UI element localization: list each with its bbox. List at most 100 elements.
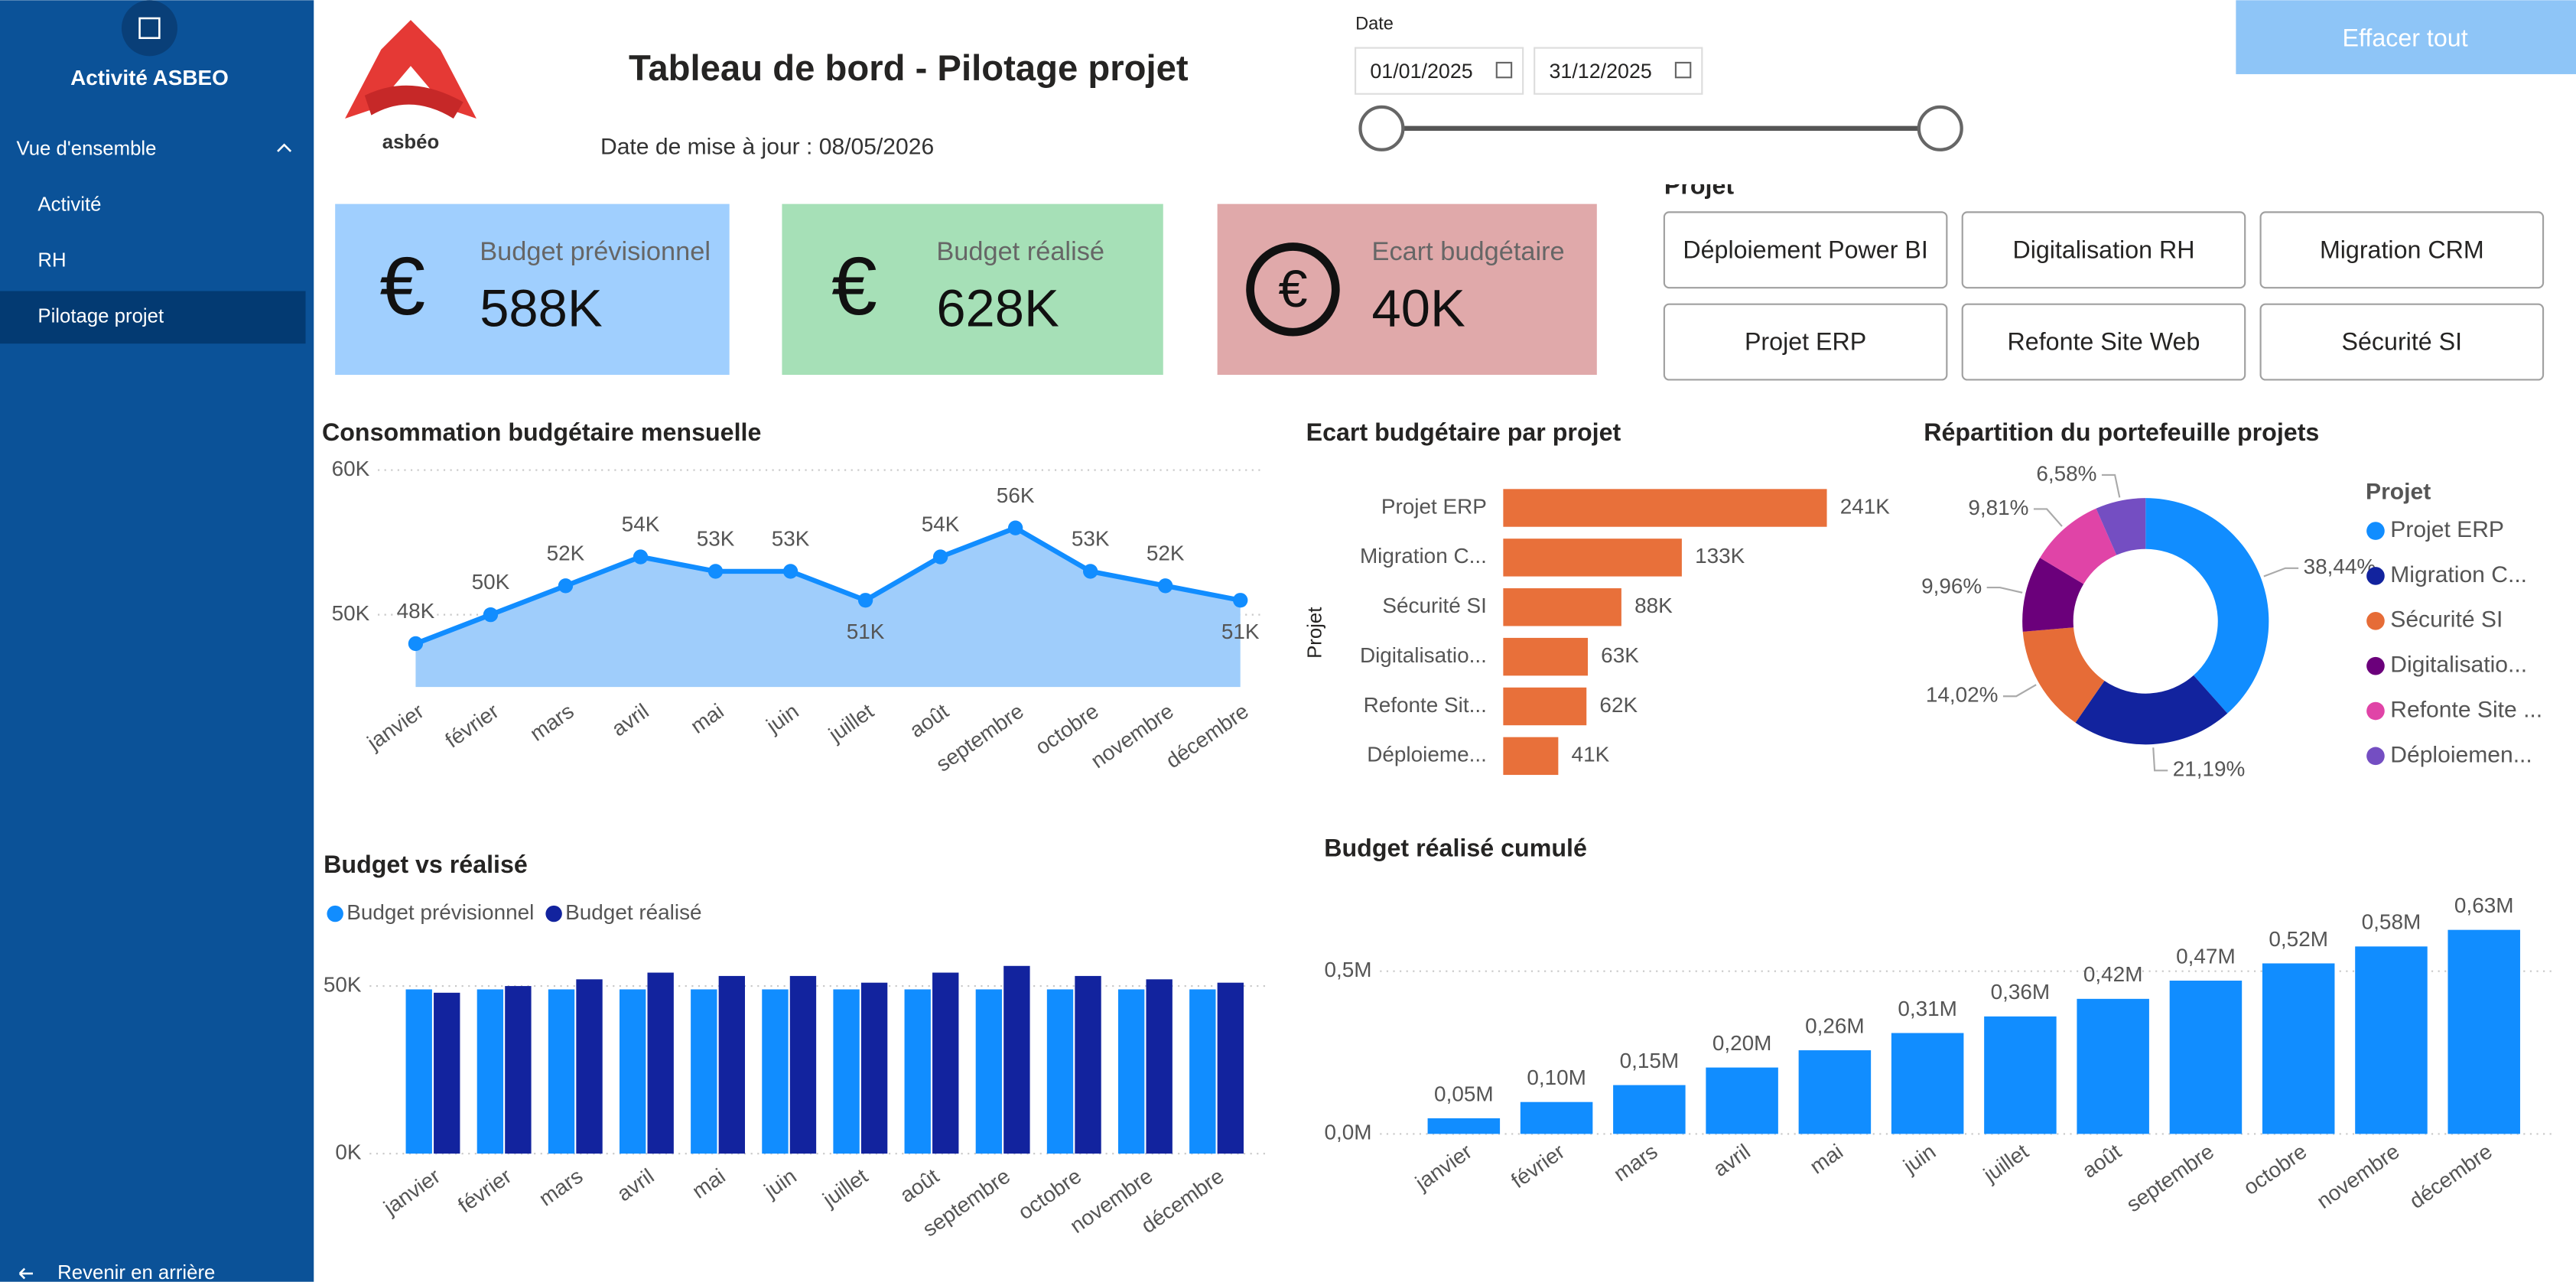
bar (505, 986, 532, 1154)
data-label: 48K (397, 599, 435, 623)
x-tick-label: novembre (2312, 1139, 2403, 1213)
filter-button[interactable] (1663, 303, 1948, 381)
point (1082, 564, 1098, 579)
x-tick-label: mai (1806, 1139, 1848, 1178)
donut-slice (2145, 498, 2269, 714)
x-tick-label: juin (1898, 1139, 1940, 1178)
clear-button-label[interactable]: Effacer tout (2343, 24, 2468, 51)
logo-text: asbéo (382, 132, 439, 153)
point (408, 636, 424, 652)
data-label: 53K (1072, 526, 1110, 550)
app-icon (121, 0, 177, 57)
filter-button[interactable] (1961, 303, 2246, 381)
legend-label: Sécurité SI (2390, 607, 2503, 633)
filter-option[interactable]: Digitalisation RH (2012, 236, 2194, 263)
kpi-icon-ring (1246, 242, 1340, 337)
bar (904, 989, 931, 1154)
filter-option[interactable]: Refonte Site Web (2008, 328, 2200, 356)
donut-slice (2040, 508, 2117, 584)
bar (691, 989, 717, 1154)
back-arrow[interactable] (18, 1267, 33, 1280)
kpi-card (782, 203, 1163, 376)
x-tick-label: janvier (379, 1164, 444, 1220)
x-tick-label: août (2078, 1139, 2126, 1183)
y-axis-title: Projet (1304, 607, 1325, 659)
filter-option[interactable]: Sécurité SI (2342, 328, 2463, 356)
slider-handle[interactable] (1358, 105, 1405, 151)
legend-label: Digitalisatio... (2390, 652, 2527, 678)
point (1233, 593, 1248, 608)
bar (2448, 929, 2520, 1134)
clear-button[interactable] (2236, 0, 2576, 74)
data-label: 9,81% (1968, 496, 2028, 519)
data-label: 54K (922, 512, 960, 536)
chart: Répartition du portefeuille projets 38,44… (1921, 418, 2542, 781)
y-tick-label: Digitalisatio... (1360, 643, 1487, 667)
legend-marker (2366, 747, 2385, 766)
legend-label: Déploiemen... (2390, 742, 2532, 767)
nav-item[interactable]: RH (37, 250, 66, 272)
data-label: 0,47M (2176, 944, 2236, 968)
date-start[interactable]: 01/01/2025 (1370, 60, 1472, 83)
data-label: 0,26M (1805, 1014, 1865, 1037)
kpi-value: 588K (480, 279, 603, 338)
bar (1503, 539, 1682, 577)
data-label: 14,02% (1926, 683, 1999, 707)
bar (975, 989, 1003, 1154)
filter-option[interactable]: Déploiement Power BI (1683, 236, 1927, 263)
calendar-icon[interactable] (1495, 61, 1513, 79)
nav-section[interactable]: Vue d'ensemble (16, 138, 156, 160)
data-label: 52K (547, 541, 585, 565)
kpi-value: 40K (1372, 279, 1465, 338)
chevron[interactable] (277, 143, 292, 152)
chart: Budget vs réalisé 0K 50K Budget prévisionne… (324, 851, 1265, 1241)
filter-option[interactable]: Projet ERP (1745, 328, 1866, 356)
calendar-icon[interactable] (1674, 61, 1692, 79)
data-label: 133K (1695, 544, 1745, 568)
sidebar: Activité ASBEO Vue d'ensemble Activité R… (0, 0, 314, 1282)
x-tick-label: février (1507, 1139, 1569, 1193)
bar (762, 989, 789, 1154)
sidebar-bg (0, 0, 314, 1282)
x-tick-label: mars (1609, 1139, 1662, 1186)
leader-line (2152, 747, 2168, 772)
back-link[interactable]: Revenir en arrière (57, 1262, 215, 1282)
filter-button[interactable] (1961, 211, 2246, 289)
bar (1427, 1118, 1501, 1134)
x-tick-label: juillet (824, 699, 878, 747)
x-tick-label: novembre (1087, 699, 1178, 773)
filter-button[interactable] (1663, 211, 1948, 289)
filter-button[interactable] (2259, 211, 2545, 289)
filter-button[interactable] (2259, 303, 2545, 381)
legend-label: Migration C... (2390, 562, 2527, 587)
chart: Ecart budgétaire par projet Projet Projet … (1304, 418, 1890, 776)
nav-item[interactable]: Activité (37, 194, 101, 216)
leader-line (2101, 473, 2121, 498)
data-label: 50K (472, 570, 510, 594)
nav-item[interactable]: Pilotage projet (37, 306, 164, 327)
point (483, 607, 499, 623)
leader-line (2263, 567, 2299, 578)
legend-marker (2366, 611, 2385, 630)
data-label: 52K (1147, 541, 1185, 565)
slider-handle[interactable] (1917, 105, 1963, 151)
kpi-label: Budget prévisionnel (480, 237, 711, 266)
bar (1146, 979, 1173, 1154)
filter-buttons: Déploiement Power BI Digitalisation RH Mig… (1663, 211, 2545, 381)
x-tick-label: février (454, 1164, 516, 1218)
date-input[interactable] (1354, 47, 1524, 95)
header: asbéo Tableau de bord - Pilotage projet … (345, 0, 2576, 160)
data-label: 0,52M (2269, 927, 2328, 951)
donut-slice (2096, 498, 2146, 555)
data-label: 53K (697, 526, 735, 550)
date-end[interactable]: 31/12/2025 (1550, 60, 1652, 83)
point (707, 564, 724, 579)
x-tick-label: décembre (2405, 1139, 2496, 1213)
data-label: 62K (1599, 693, 1638, 717)
chart: Budget réalisé cumulé 0,0M 0,5M 0,05M 0,10M 0… (1324, 834, 2555, 1216)
filter-option[interactable]: Migration CRM (2320, 236, 2484, 263)
date-input[interactable] (1534, 47, 1703, 95)
x-tick-label: mai (688, 1164, 730, 1203)
point (932, 549, 948, 565)
